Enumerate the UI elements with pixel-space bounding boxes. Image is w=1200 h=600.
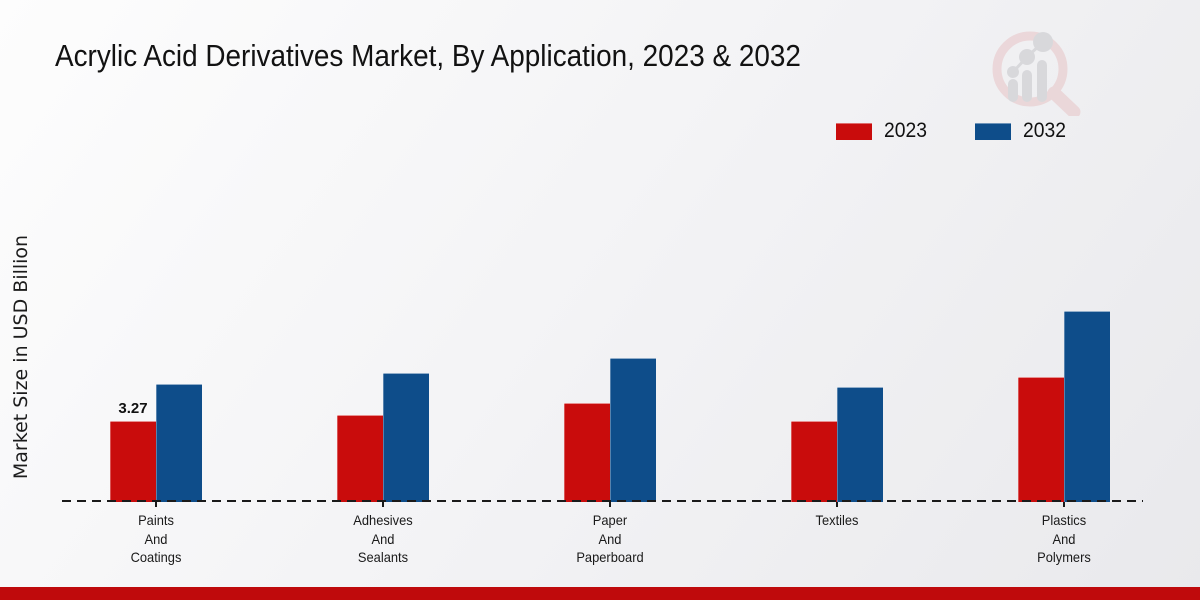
bar-2032-plastics-and-polymers — [1064, 311, 1110, 502]
x-tick-paper-and-paperboard — [609, 502, 611, 507]
x-tick-label-textiles: Textiles — [815, 512, 859, 528]
bar-2023-textiles — [791, 421, 837, 502]
legend-swatch-2023 — [836, 122, 872, 140]
bar-2032-paints-and-coatings — [156, 384, 202, 502]
magnifier-bar-chart-logo — [992, 31, 1081, 116]
bar-2023-plastics-and-polymers — [1018, 377, 1064, 502]
legend-label-2032: 2032 — [1022, 119, 1066, 142]
bar-2032-adhesives-and-sealants — [383, 373, 429, 502]
x-tick-label-adhesives-and-sealants: Adhesives And Sealants — [353, 512, 413, 565]
bar-2032-textiles — [837, 387, 883, 502]
footer-bar — [0, 587, 1200, 600]
legend-swatch-2032 — [974, 122, 1011, 140]
legend-item-2032: 2032 — [974, 119, 1070, 143]
bar-value-label-paints-and-coatings: 3.27 — [118, 400, 148, 417]
x-axis-baseline — [62, 500, 1143, 502]
x-tick-textiles — [836, 502, 838, 507]
bar-2023-adhesives-and-sealants — [337, 415, 383, 502]
legend: 2023 2032 — [836, 119, 1069, 143]
x-tick-paints-and-coatings — [155, 502, 157, 507]
x-tick-label-paper-and-paperboard: Paper And Paperboard — [576, 512, 644, 565]
x-tick-plastics-and-polymers — [1063, 502, 1065, 507]
chart-title: Acrylic Acid Derivatives Market, By Appl… — [55, 38, 801, 73]
x-tick-label-paints-and-coatings: Paints And Coatings — [130, 512, 182, 565]
legend-label-2023: 2023 — [884, 119, 927, 142]
legend-item-2023: 2023 — [836, 119, 931, 143]
bar-2023-paints-and-coatings — [110, 421, 156, 502]
bar-2032-paper-and-paperboard — [610, 358, 656, 502]
x-tick-adhesives-and-sealants — [382, 502, 384, 507]
bar-2023-paper-and-paperboard — [564, 403, 610, 502]
x-tick-label-plastics-and-polymers: Plastics And Polymers — [1037, 512, 1091, 565]
